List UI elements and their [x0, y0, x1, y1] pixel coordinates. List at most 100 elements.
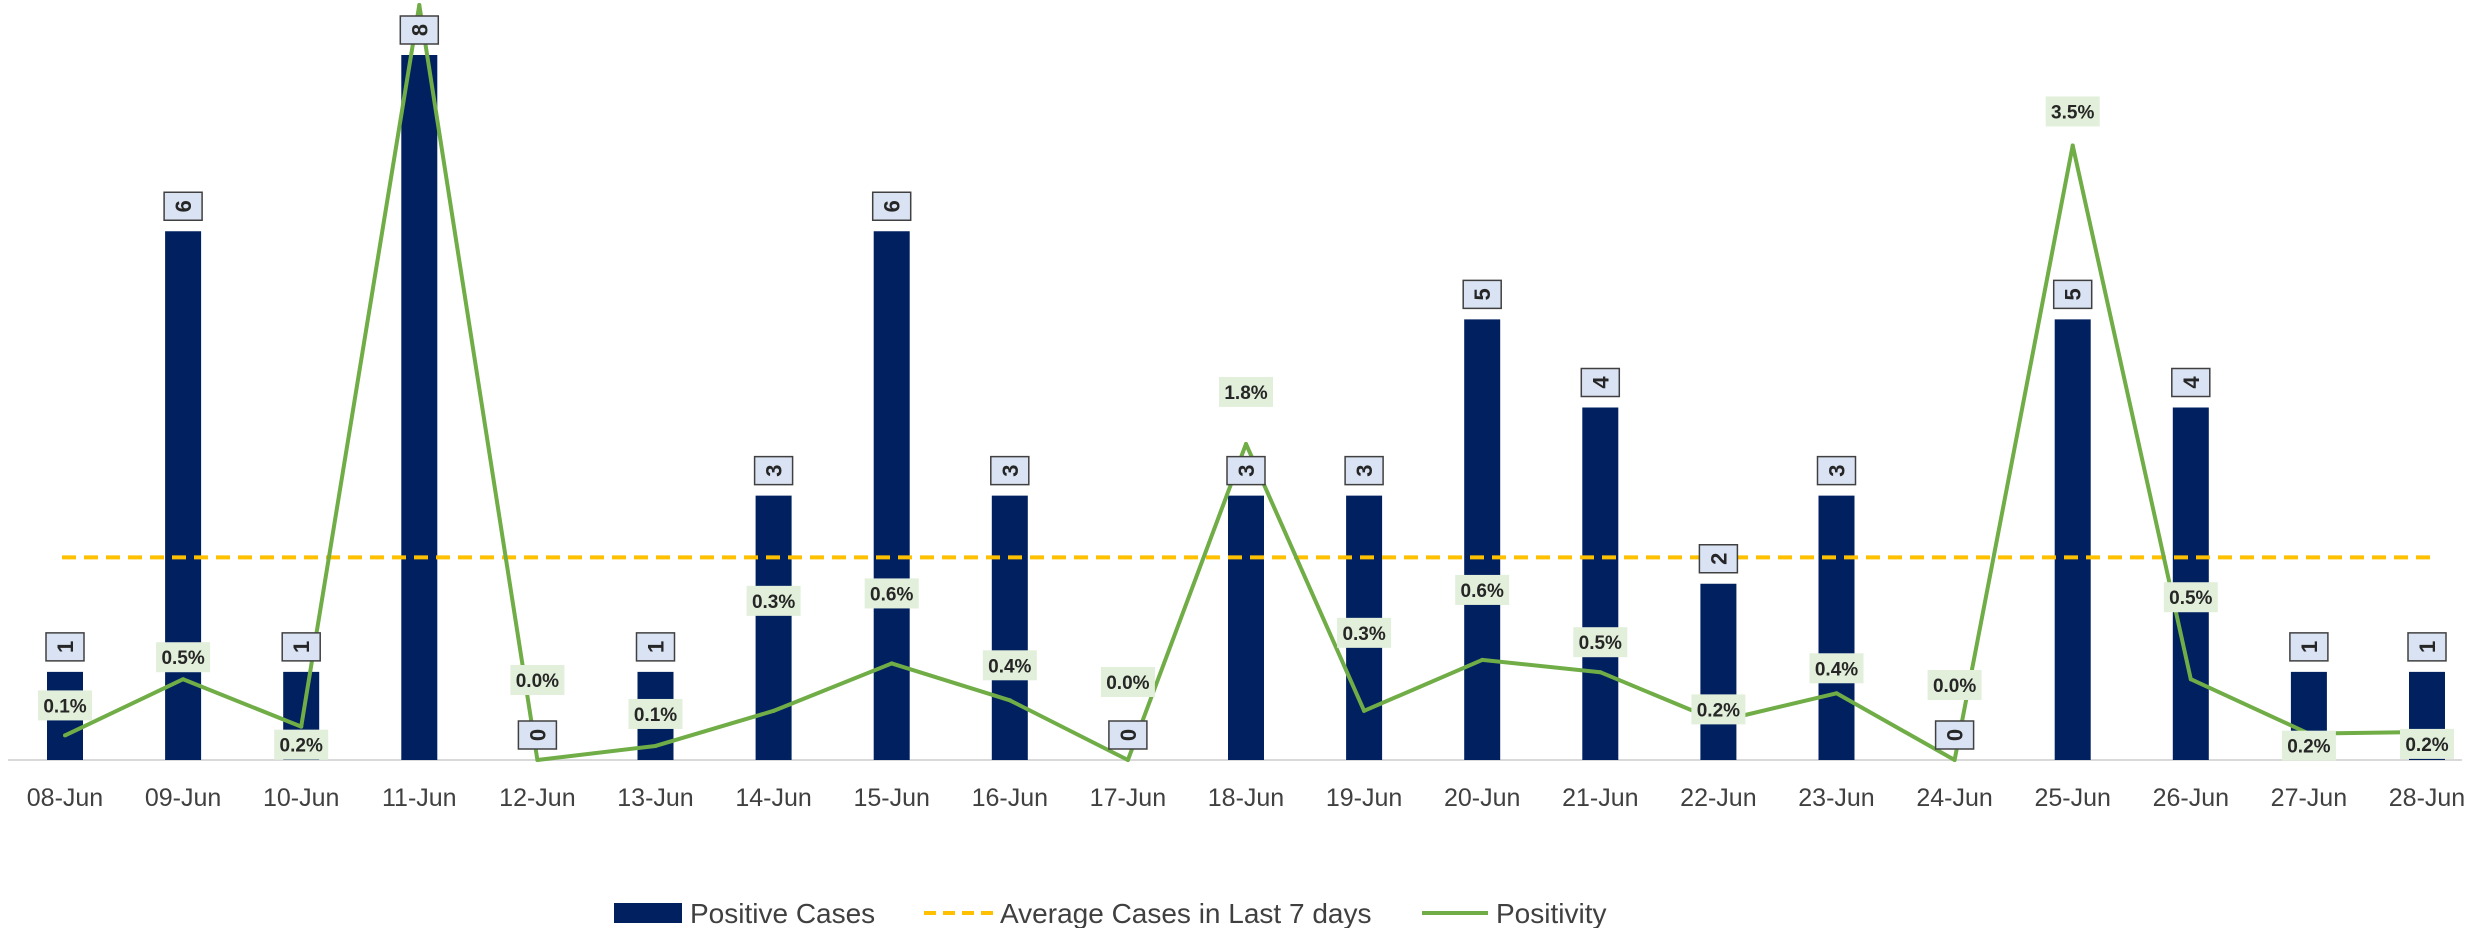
bar-data-label-box — [163, 191, 203, 221]
bar-positive-cases — [1700, 583, 1737, 760]
positivity-data-label: 0.2% — [2400, 728, 2454, 759]
bar-data-label: 1 — [2289, 632, 2329, 662]
positivity-data-label-text: 1.8% — [1224, 383, 1267, 404]
x-tick-label: 26-Jun — [2153, 784, 2229, 812]
bar-data-label-box — [1226, 455, 1266, 486]
positivity-data-label: 0.5% — [156, 642, 211, 673]
x-tick-label: 17-Jun — [1090, 784, 1166, 812]
x-tick-label: 15-Jun — [853, 784, 929, 812]
bar-positive-cases — [2054, 319, 2091, 760]
bar-data-label: 3 — [1226, 455, 1266, 486]
positivity-point — [653, 743, 658, 748]
bar-data-label-box — [1698, 544, 1739, 574]
positivity-point — [1244, 441, 1248, 446]
positivity-point — [1007, 698, 1012, 703]
positivity-data-label-text: 0.2% — [2287, 737, 2330, 758]
bar-positive-cases — [873, 231, 910, 760]
positivity-data-label-text: 0.1% — [634, 705, 677, 726]
bar-data-label-box — [635, 632, 676, 662]
bar-data-label-box — [753, 455, 794, 486]
bar-data-label: 1 — [45, 632, 85, 662]
positivity-data-label-box — [1927, 670, 1982, 700]
bar-data-label-text: 4 — [1588, 376, 1613, 389]
positivity-data-label-box — [38, 690, 92, 721]
x-tick-label: 28-Jun — [2389, 784, 2465, 812]
bar-data-label-text: 6 — [171, 200, 196, 212]
positivity-data-label-box — [2400, 728, 2454, 759]
bar-positive-cases — [1228, 495, 1264, 760]
bar-data-label-text: 3 — [1825, 465, 1850, 477]
bar-positive-cases — [1582, 407, 1619, 760]
bar-data-label: 0 — [517, 720, 558, 750]
positivity-data-label: 0.5% — [2163, 582, 2218, 613]
bar-data-label-text: 0 — [1116, 729, 1141, 741]
positivity-data-label-box — [1691, 694, 1746, 725]
positivity-data-label-text: 0.5% — [161, 648, 204, 669]
positivity-data-label-box — [982, 650, 1037, 681]
bar-data-label: 0 — [1108, 720, 1148, 750]
bar-data-label-box — [2407, 632, 2447, 662]
positivity-point — [771, 708, 776, 713]
bar-data-label-text: 5 — [1470, 288, 1495, 300]
bar-data-label-text: 3 — [1234, 465, 1259, 477]
bar-data-label-text: 8 — [407, 24, 432, 36]
positivity-data-label-box — [510, 665, 565, 695]
bar-data-label-text: 1 — [644, 641, 669, 653]
positivity-data-label-text: 0.3% — [1342, 624, 1385, 645]
bar-positive-cases — [755, 495, 792, 760]
legend: Positive Cases Average Cases in Last 7 d… — [614, 898, 1606, 928]
axis-layer: 08-Jun 09-Jun 10-Jun 11-Jun 12-Jun 13-Jun 14-J… — [8, 759, 2465, 812]
x-tick-label: 16-Jun — [972, 784, 1048, 812]
bar-data-label-text: 1 — [2415, 641, 2440, 653]
positivity-data-label-text: 0.3% — [752, 592, 795, 613]
x-tick-label: 14-Jun — [735, 784, 811, 812]
positivity-data-label-text: 0.4% — [988, 656, 1031, 677]
positivity-data-label-box — [156, 642, 211, 673]
positivity-data-label-box — [2163, 582, 2218, 613]
x-tick-label: 13-Jun — [617, 784, 693, 812]
positivity-data-label: 3.5% — [2045, 96, 2100, 127]
x-tick-label: 20-Jun — [1444, 784, 1520, 812]
positivity-data-label-text: 0.0% — [1933, 676, 1976, 697]
bar-data-label-text: 0 — [1943, 729, 1968, 741]
positivity-point — [1598, 670, 1603, 675]
x-tick-label: 24-Jun — [1916, 784, 1992, 812]
bar-data-label-text: 4 — [2179, 376, 2204, 389]
bar-data-label-box — [1344, 455, 1384, 486]
positivity-data-label: 0.3% — [746, 585, 801, 616]
positivity-data-label-box — [1100, 667, 1155, 697]
positivity-point — [535, 758, 540, 762]
bar-data-label-box — [990, 455, 1030, 486]
bar-data-label-text: 1 — [53, 641, 78, 653]
bar-positive-cases — [1464, 319, 1501, 760]
positivity-data-label: 0.6% — [1455, 574, 1510, 605]
bar-data-label-text: 6 — [880, 200, 905, 212]
positivity-data-label-box — [2045, 96, 2100, 127]
bar-data-label-box — [1580, 367, 1621, 398]
bars-layer — [47, 55, 2445, 760]
bar-data-label: 5 — [2052, 279, 2093, 310]
positivity-data-label: 1.8% — [1219, 376, 1273, 407]
bar-data-label: 1 — [2407, 632, 2447, 662]
positivity-data-label: 0.6% — [864, 578, 919, 609]
positivity-data-label: 0.1% — [38, 690, 92, 721]
positivity-data-label: 0.0% — [1927, 670, 1982, 700]
positivity-point — [417, 3, 422, 7]
positivity-data-label-box — [746, 585, 801, 616]
positivity-data-label-text: 0.6% — [1461, 581, 1504, 602]
bar-data-label: 3 — [990, 455, 1030, 486]
bar-data-label: 4 — [1580, 367, 1621, 398]
bar-data-label-text: 1 — [289, 641, 314, 653]
positivity-data-label-text: 0.2% — [2405, 735, 2448, 756]
x-tick-label: 10-Jun — [263, 784, 339, 812]
bar-data-label-box — [281, 632, 321, 662]
bar-data-label-box — [871, 191, 912, 221]
positivity-data-label-text: 0.4% — [1815, 659, 1858, 680]
bar-data-label: 3 — [753, 455, 794, 486]
positivity-data-label-text: 0.0% — [516, 671, 559, 692]
bar-data-label-box — [2052, 279, 2093, 310]
x-tick-label: 23-Jun — [1798, 784, 1874, 812]
positivity-point — [299, 724, 304, 729]
bar-data-label: 1 — [281, 632, 321, 662]
x-tick-label: 18-Jun — [1208, 784, 1284, 812]
